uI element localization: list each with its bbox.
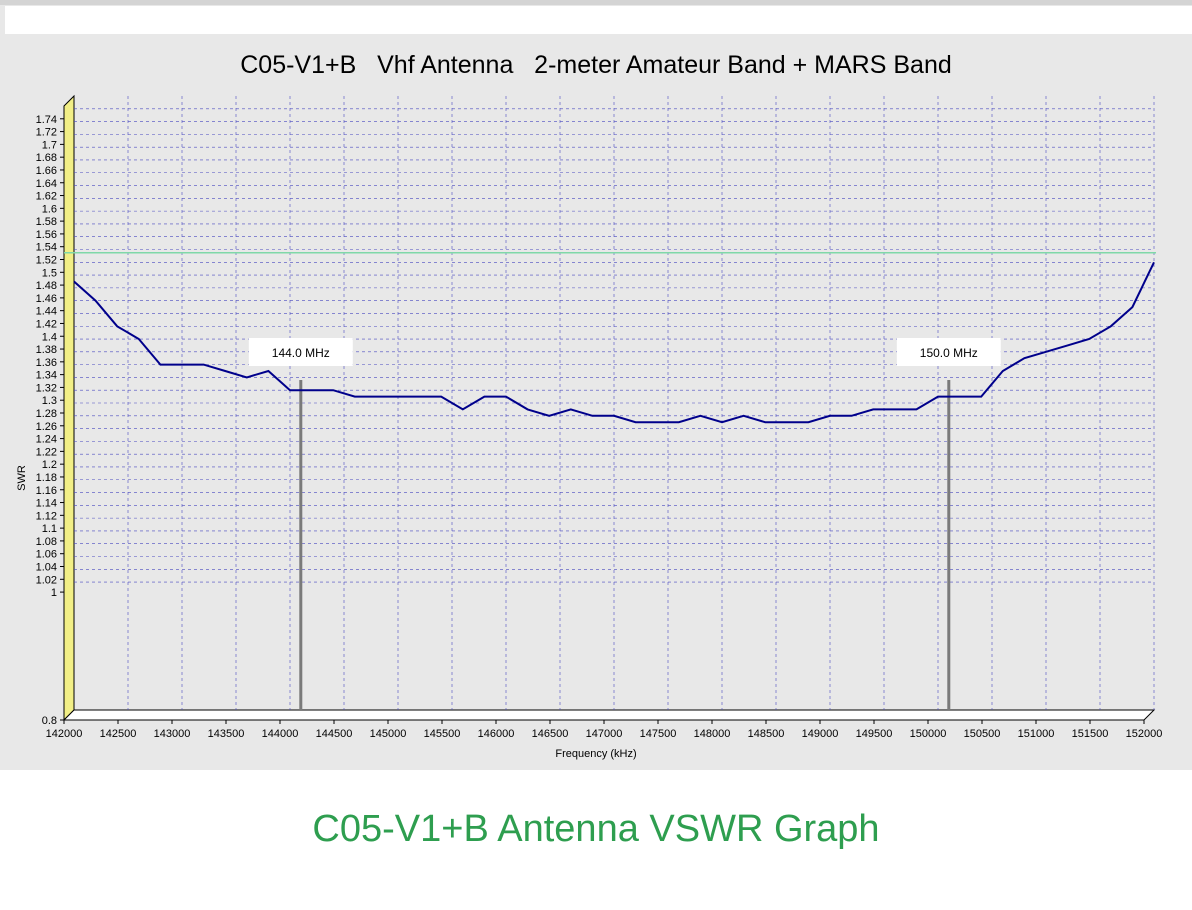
- x-tick-label-5: 144500: [316, 728, 353, 740]
- x-tick-label-12: 148000: [694, 728, 731, 740]
- y-tick-label-24: 1.46: [36, 293, 57, 305]
- y-tick-label-16: 1.3: [42, 395, 57, 407]
- x-tick-label-19: 151500: [1072, 728, 1109, 740]
- y-tick-label-20: 1.38: [36, 344, 57, 356]
- marker-box-1: [896, 338, 1001, 366]
- y-tick-label-11: 1.2: [42, 459, 57, 471]
- y-tick-label-3: 1.04: [36, 562, 57, 574]
- y-tick-label-6: 1.1: [42, 523, 57, 535]
- y-tick-label-18: 1.34: [36, 370, 57, 382]
- x-tick-label-18: 151000: [1018, 728, 1055, 740]
- y-tick-label-21: 1.4: [42, 331, 57, 343]
- panel-header-strip: [5, 6, 1192, 34]
- x-axis-title: Frequency (kHz): [555, 748, 636, 760]
- x-tick-label-0: 142000: [46, 728, 83, 740]
- y-axis-title: SWR: [16, 465, 28, 491]
- y-tick-label-31: 1.6: [42, 203, 57, 215]
- chart-title: C05-V1+B Vhf Antenna 2-meter Amateur Ban…: [240, 51, 952, 79]
- y-tick-label-32: 1.62: [36, 191, 57, 203]
- y-tick-label-38: 1.74: [36, 114, 57, 126]
- x-tick-label-14: 149000: [802, 728, 839, 740]
- y-tick-label-12: 1.22: [36, 446, 57, 458]
- y-axis-wall: [63, 94, 75, 722]
- x-tick-label-9: 146500: [532, 728, 569, 740]
- chart-panel: 0.8 1 1.02 1.04 1.06 1.08 1.1 1.12 1.14 1.16 1.18 1…: [0, 0, 1192, 770]
- x-tick-label-16: 150000: [910, 728, 947, 740]
- y-tick-label-36: 1.7: [42, 139, 57, 151]
- y-tick-label-22: 1.42: [36, 318, 57, 330]
- x-tick-label-17: 150500: [964, 728, 1001, 740]
- x-tick-label-2: 143000: [154, 728, 191, 740]
- x-tick-label-13: 148500: [748, 728, 785, 740]
- y-tick-label-27: 1.52: [36, 255, 57, 267]
- y-tick-label-26: 1.5: [42, 267, 57, 279]
- x-tick-label-1: 142500: [100, 728, 137, 740]
- y-tick-label-15: 1.28: [36, 408, 57, 420]
- x-tick-label-10: 147000: [586, 728, 623, 740]
- y-tick-label-8: 1.14: [36, 498, 57, 510]
- series-line-0: [73, 261, 1155, 424]
- x-axis-floor: [62, 709, 1156, 721]
- y-tick-label-1: 1: [51, 587, 57, 599]
- y-tick-label-35: 1.68: [36, 152, 57, 164]
- swr-chart: 0.811.021.041.061.081.11.121.141.161.181…: [0, 0, 1192, 770]
- y-tick-label-30: 1.58: [36, 216, 57, 228]
- x-tick-label-4: 144000: [262, 728, 299, 740]
- marker-box-0: [248, 338, 353, 366]
- x-tick-label-20: 152000: [1126, 728, 1163, 740]
- y-tick-label-5: 1.08: [36, 536, 57, 548]
- x-tick-label-3: 143500: [208, 728, 245, 740]
- marker-label-1: 150.0 MHz: [920, 346, 978, 360]
- panel-background: [0, 0, 1192, 770]
- caption: C05-V1+B Antenna VSWR Graph: [312, 808, 880, 850]
- y-tick-label-0: 0.8: [42, 715, 57, 727]
- y-tick-label-13: 1.24: [36, 434, 57, 446]
- y-tick-label-17: 1.32: [36, 382, 57, 394]
- y-tick-label-14: 1.26: [36, 421, 57, 433]
- y-tick-label-4: 1.06: [36, 549, 57, 561]
- y-tick-label-9: 1.16: [36, 485, 57, 497]
- x-tick-label-11: 147500: [640, 728, 677, 740]
- y-tick-label-28: 1.54: [36, 242, 57, 254]
- y-tick-label-37: 1.72: [36, 127, 57, 139]
- y-tick-label-2: 1.02: [36, 574, 57, 586]
- y-tick-label-7: 1.12: [36, 510, 57, 522]
- y-tick-label-34: 1.66: [36, 165, 57, 177]
- x-tick-label-15: 149500: [856, 728, 893, 740]
- x-tick-label-8: 146000: [478, 728, 515, 740]
- y-tick-label-19: 1.36: [36, 357, 57, 369]
- x-tick-label-7: 145500: [424, 728, 461, 740]
- y-tick-label-33: 1.64: [36, 178, 57, 190]
- y-tick-label-29: 1.56: [36, 229, 57, 241]
- marker-label-0: 144.0 MHz: [272, 346, 330, 360]
- y-tick-label-25: 1.48: [36, 280, 57, 292]
- y-tick-label-10: 1.18: [36, 472, 57, 484]
- panel-top-bar: [0, 0, 1192, 5]
- x-tick-label-6: 145000: [370, 728, 407, 740]
- y-tick-label-23: 1.44: [36, 306, 57, 318]
